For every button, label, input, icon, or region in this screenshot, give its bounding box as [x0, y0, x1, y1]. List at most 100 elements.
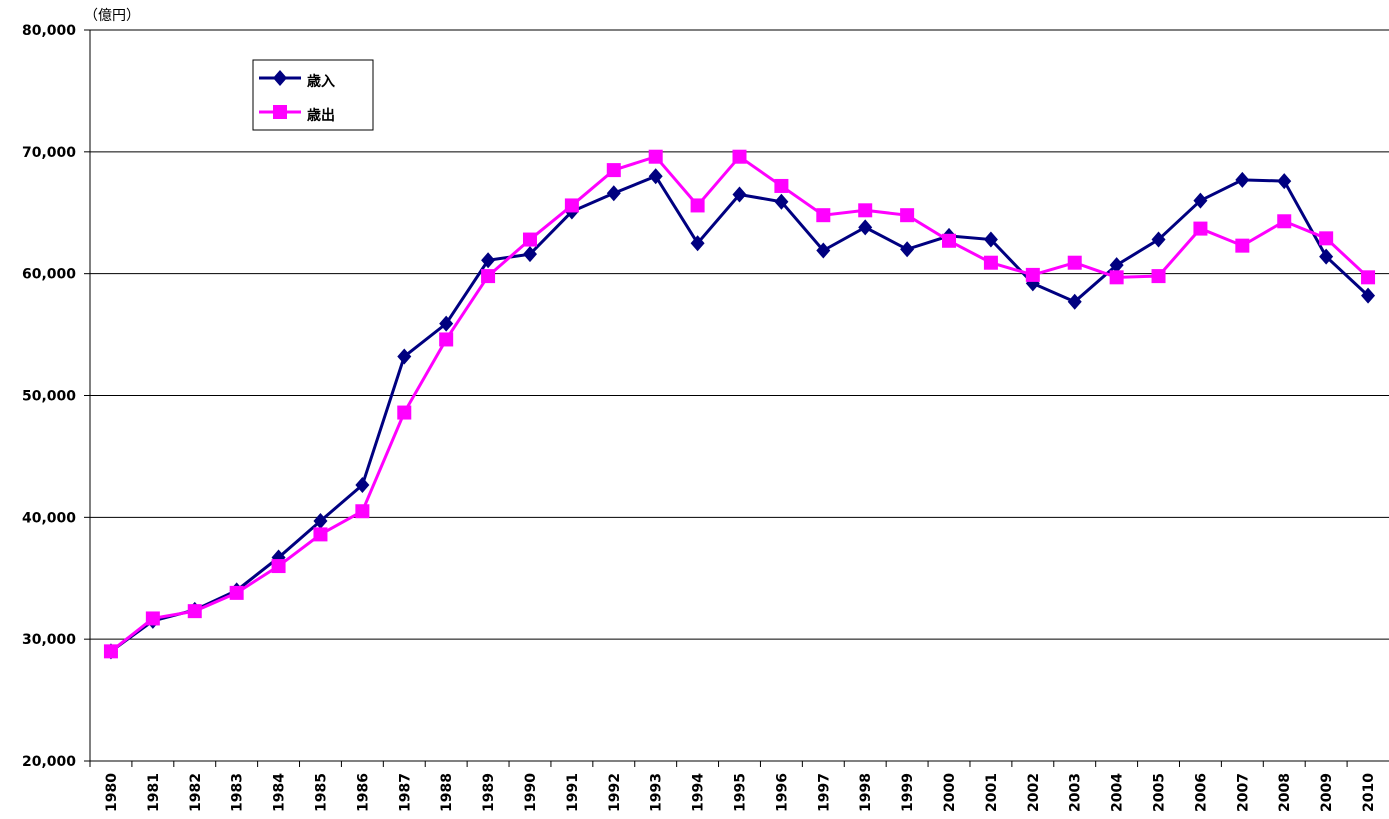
x-tick-label: 1986	[355, 773, 371, 812]
point	[1151, 269, 1166, 284]
x-tick-label: 2003	[1068, 773, 1084, 812]
y-tick-label: 70,000	[22, 145, 76, 161]
point	[103, 644, 118, 659]
x-tick-label: 2010	[1361, 773, 1377, 812]
point	[1109, 270, 1124, 285]
point	[1193, 192, 1208, 209]
x-tick-label: 2004	[1110, 773, 1126, 812]
x-tick-label: 1991	[565, 773, 581, 812]
point	[900, 208, 915, 223]
point	[313, 527, 328, 542]
x-tick-label: 2005	[1152, 773, 1168, 812]
point	[1277, 214, 1292, 229]
point	[1109, 257, 1124, 274]
point	[942, 233, 957, 248]
point	[229, 585, 244, 600]
point	[690, 235, 705, 252]
point	[439, 332, 454, 347]
series-line	[110, 154, 1370, 653]
y-tick-label: 40,000	[22, 510, 76, 526]
point	[522, 246, 537, 263]
point	[983, 255, 998, 270]
x-tick-label: 2001	[984, 773, 1000, 812]
point	[355, 504, 370, 519]
legend-label: 歳出	[307, 107, 335, 124]
y-tick-label: 30,000	[22, 632, 76, 648]
point	[732, 186, 747, 203]
x-tick-label: 1988	[439, 773, 455, 812]
x-tick-label: 1999	[900, 773, 916, 812]
point	[439, 315, 454, 332]
x-tick-label: 1985	[313, 773, 329, 812]
x-tick-label: 1982	[188, 773, 204, 812]
point	[858, 203, 873, 218]
x-tick-label: 1990	[523, 773, 539, 812]
x-tick-label: 2007	[1235, 773, 1251, 812]
y-axis-unit: （億円）	[84, 8, 140, 24]
point	[564, 198, 579, 213]
point	[816, 242, 831, 259]
series	[103, 168, 1376, 660]
point	[690, 198, 705, 213]
x-tick-label: 1996	[774, 773, 790, 812]
point	[1235, 171, 1250, 188]
point	[313, 512, 328, 529]
point	[1361, 287, 1376, 304]
point	[1067, 293, 1082, 310]
x-tick-label: 1981	[146, 773, 162, 812]
point	[1025, 267, 1040, 282]
point	[397, 405, 412, 420]
x-tick-label: 1997	[816, 773, 832, 812]
point	[1319, 231, 1334, 246]
x-tick-label: 1994	[691, 773, 707, 812]
point	[355, 477, 370, 494]
point	[273, 105, 287, 119]
point	[732, 149, 747, 164]
point	[606, 163, 621, 178]
point	[858, 219, 873, 236]
x-tick-label: 1983	[230, 773, 246, 812]
point	[900, 241, 915, 258]
point	[648, 149, 663, 164]
point	[1235, 238, 1250, 253]
y-tick-label: 80,000	[22, 23, 76, 39]
point	[816, 208, 831, 223]
point	[481, 269, 496, 284]
x-tick-label: 1989	[481, 773, 497, 812]
point	[1319, 248, 1334, 265]
x-tick-label: 2002	[1026, 773, 1042, 812]
point	[1193, 221, 1208, 236]
point	[1277, 173, 1292, 190]
legend-label: 歳入	[307, 73, 335, 90]
point	[1067, 255, 1082, 270]
point	[1151, 231, 1166, 248]
point	[774, 178, 789, 193]
x-tick-label: 2009	[1319, 773, 1335, 812]
x-tick-label: 2006	[1193, 773, 1209, 812]
point	[187, 604, 202, 619]
point	[273, 70, 287, 86]
point	[145, 611, 160, 626]
point	[648, 168, 663, 185]
point	[271, 559, 286, 574]
x-tick-label: 1980	[104, 773, 120, 812]
point	[774, 193, 789, 210]
x-tick-label: 1984	[272, 773, 288, 812]
x-tick-label: 1998	[858, 773, 874, 812]
x-tick-label: 1993	[649, 773, 665, 812]
x-tick-label: 1995	[733, 773, 749, 812]
point	[1361, 270, 1376, 285]
series-line	[110, 174, 1370, 653]
y-tick-label: 50,000	[22, 389, 76, 405]
point	[606, 185, 621, 202]
y-tick-label: 20,000	[22, 754, 76, 770]
x-tick-label: 1987	[397, 773, 413, 812]
point	[481, 252, 496, 269]
series	[103, 149, 1376, 659]
x-tick-label: 1992	[607, 773, 623, 812]
point	[983, 231, 998, 248]
y-tick-label: 60,000	[22, 267, 76, 283]
